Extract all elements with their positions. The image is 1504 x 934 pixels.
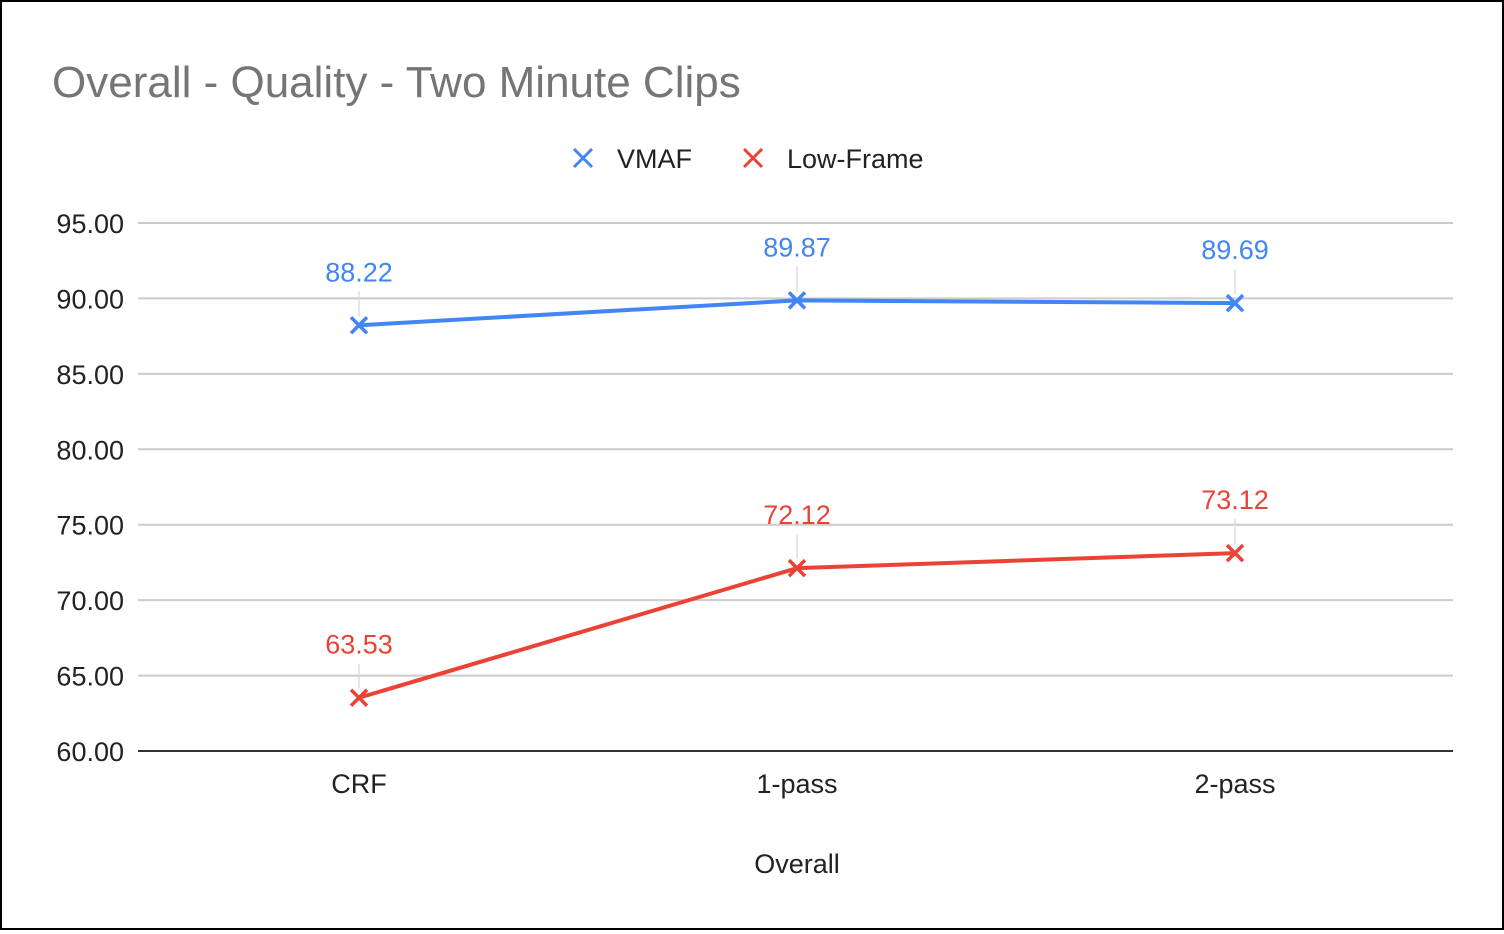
data-point-marker xyxy=(787,291,807,310)
data-label: 89.87 xyxy=(763,232,831,262)
x-tick-label: 2-pass xyxy=(1194,769,1275,799)
data-point-marker xyxy=(349,688,369,707)
series-group: 88.22 89.87 89.69 63.53 72.12 73.12 xyxy=(325,232,1269,707)
chart-title: Overall - Quality - Two Minute Clips xyxy=(52,58,741,107)
y-tick-label: 65.00 xyxy=(56,662,124,692)
data-label: 89.69 xyxy=(1201,235,1269,265)
data-point-marker xyxy=(349,316,369,335)
y-axis-ticks: 60.00 65.00 70.00 75.00 80.00 85.00 90.00 95.00 xyxy=(56,209,124,767)
data-label: 73.12 xyxy=(1201,485,1269,515)
legend-marker-1 xyxy=(742,147,764,169)
x-tick-label: 1-pass xyxy=(756,769,837,799)
data-point-marker xyxy=(1225,543,1245,563)
data-point-marker xyxy=(1225,293,1245,313)
y-tick-label: 75.00 xyxy=(56,511,124,541)
y-tick-label: 80.00 xyxy=(56,435,124,465)
y-tick-label: 60.00 xyxy=(56,737,124,767)
y-tick-label: 90.00 xyxy=(56,284,124,314)
x-axis-title: Overall xyxy=(754,849,840,879)
legend-marker-0 xyxy=(572,147,594,169)
y-tick-label: 70.00 xyxy=(56,586,124,616)
legend-label: VMAF xyxy=(617,144,692,174)
data-label: 88.22 xyxy=(325,257,393,287)
gridlines xyxy=(138,222,1453,752)
y-tick-label: 85.00 xyxy=(56,360,124,390)
x-tick-label: CRF xyxy=(331,769,387,799)
y-tick-label: 95.00 xyxy=(56,209,124,239)
data-point-marker xyxy=(787,558,807,578)
legend-label: Low-Frame xyxy=(787,144,924,174)
legend: VMAF Low-Frame xyxy=(572,144,924,174)
data-label: 72.12 xyxy=(763,500,831,530)
data-label: 63.53 xyxy=(325,630,393,660)
x-axis-ticks: CRF 1-pass 2-pass xyxy=(331,769,1275,799)
series-line-0 xyxy=(358,298,1236,328)
